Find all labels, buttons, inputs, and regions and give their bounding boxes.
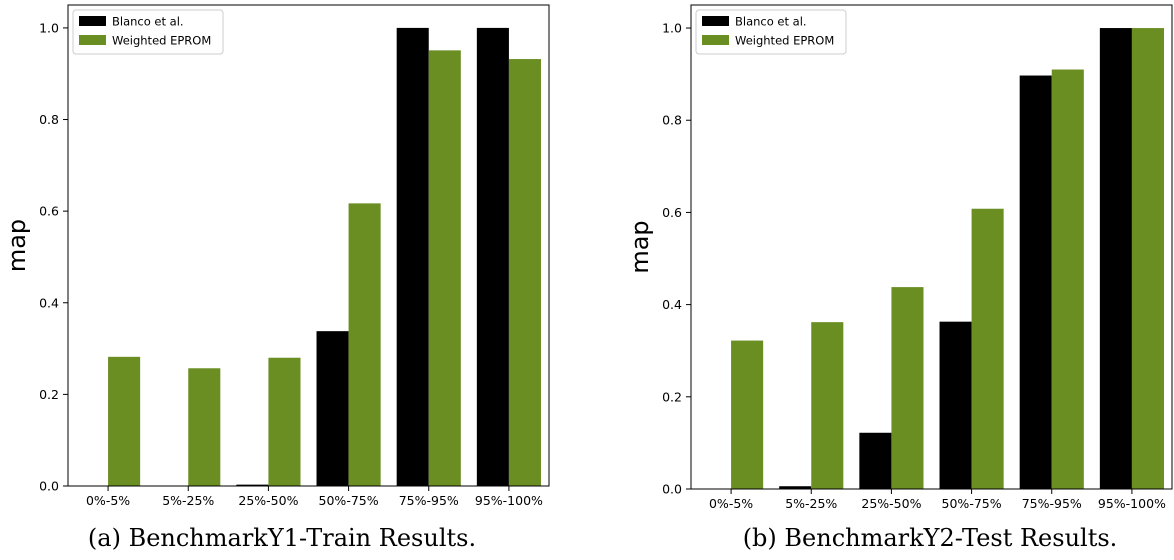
bar-blanco-5 bbox=[476, 27, 509, 487]
y-tick-label: 1.0 bbox=[662, 21, 682, 36]
y-axis-label: map bbox=[626, 220, 654, 273]
legend-label: Weighted EPROM bbox=[735, 34, 834, 48]
y-axis-label: map bbox=[3, 219, 31, 272]
figure-caption: (b) BenchmarkY2-Test Results. bbox=[743, 524, 1118, 552]
x-tick-label: 75%-95% bbox=[399, 493, 459, 508]
bar-blanco-3 bbox=[316, 331, 349, 486]
bar-weighted-eprom-3 bbox=[348, 203, 381, 487]
x-tick-label: 50%-75% bbox=[319, 493, 379, 508]
y-tick-label: 0.2 bbox=[662, 389, 682, 404]
bar-weighted-eprom-4 bbox=[428, 50, 461, 486]
x-tick-label: 5%-25% bbox=[785, 496, 837, 511]
bar-weighted-eprom-0 bbox=[731, 340, 764, 489]
chart-panel-0: 0.0 0.2 0.4 0.6 0.8 1.0 0%-5% 5%-25% 25%-50% 50%-… bbox=[3, 4, 550, 552]
chart-panel-1: 0.0 0.2 0.4 0.6 0.8 1.0 0%-5% 5%-25% 25%-50% 50%-… bbox=[626, 4, 1173, 552]
y-tick-label: 0.8 bbox=[662, 113, 682, 128]
x-tick-label: 0%-5% bbox=[709, 496, 753, 511]
legend-label: Blanco et al. bbox=[112, 15, 184, 29]
bar-blanco-4 bbox=[1019, 75, 1052, 489]
bar-blanco-1 bbox=[779, 486, 812, 489]
y-tick-label: 0.6 bbox=[662, 205, 682, 220]
bar-blanco-2 bbox=[236, 484, 269, 486]
y-tick-label: 0.6 bbox=[39, 204, 59, 219]
y-tick-label: 0.0 bbox=[39, 479, 59, 494]
x-tick-label: 25%-50% bbox=[861, 496, 921, 511]
bar-blanco-3 bbox=[939, 321, 972, 489]
bar-weighted-eprom-4 bbox=[1051, 69, 1084, 489]
bar-weighted-eprom-5 bbox=[508, 59, 541, 487]
x-tick-label: 25%-50% bbox=[238, 493, 298, 508]
bar-blanco-4 bbox=[396, 27, 429, 487]
x-tick-label: 75%-95% bbox=[1022, 496, 1082, 511]
legend-swatch bbox=[79, 35, 106, 45]
legend-label: Weighted EPROM bbox=[112, 34, 211, 48]
y-tick-label: 0.0 bbox=[662, 482, 682, 497]
bar-weighted-eprom-3 bbox=[971, 208, 1004, 490]
y-tick-label: 0.4 bbox=[39, 295, 59, 310]
y-tick-label: 0.8 bbox=[39, 112, 59, 127]
plot-frame bbox=[690, 4, 1173, 490]
legend-swatch bbox=[79, 16, 106, 26]
x-tick-label: 95%-100% bbox=[475, 493, 543, 508]
plot-frame bbox=[67, 4, 550, 487]
x-tick-label: 50%-75% bbox=[942, 496, 1002, 511]
legend-swatch bbox=[702, 35, 729, 45]
legend-box bbox=[695, 9, 847, 55]
x-tick-label: 5%-25% bbox=[162, 493, 214, 508]
legend-label: Blanco et al. bbox=[735, 15, 807, 29]
y-tick-label: 0.4 bbox=[662, 297, 682, 312]
bar-blanco-2 bbox=[859, 432, 892, 489]
bar-blanco-5 bbox=[1099, 28, 1132, 490]
y-tick-label: 0.2 bbox=[39, 387, 59, 402]
bar-weighted-eprom-0 bbox=[108, 356, 141, 486]
legend-swatch bbox=[702, 16, 729, 26]
figure-caption: (a) BenchmarkY1-Train Results. bbox=[88, 524, 476, 552]
legend-box bbox=[72, 9, 224, 55]
legend: Blanco et al. Weighted EPROM bbox=[72, 9, 224, 55]
bar-weighted-eprom-2 bbox=[268, 357, 301, 486]
x-tick-label: 0%-5% bbox=[86, 493, 130, 508]
bar-weighted-eprom-5 bbox=[1131, 28, 1164, 490]
legend: Blanco et al. Weighted EPROM bbox=[695, 9, 847, 55]
bar-weighted-eprom-1 bbox=[811, 322, 844, 489]
bar-weighted-eprom-1 bbox=[188, 368, 221, 486]
x-tick-label: 95%-100% bbox=[1098, 496, 1166, 511]
y-tick-label: 1.0 bbox=[39, 20, 59, 35]
bar-weighted-eprom-2 bbox=[891, 287, 924, 489]
